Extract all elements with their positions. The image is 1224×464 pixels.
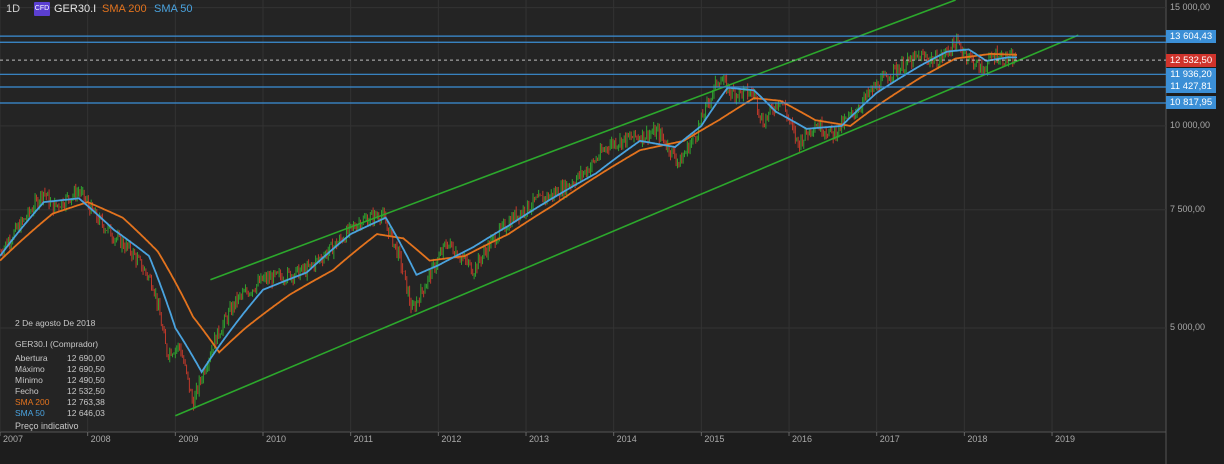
symbol-label[interactable]: GER30.I <box>54 3 97 15</box>
ohlc-info-panel: 2 De agosto De 2018 GER30.I (Comprador) … <box>15 318 125 419</box>
level-price-label[interactable]: 11 936,20 <box>1166 67 1216 81</box>
x-tick-label: 2009 <box>178 434 199 444</box>
x-tick-label: 2007 <box>3 434 24 444</box>
x-tick-label: 2019 <box>1055 434 1076 444</box>
cfd-badge-icon: CFD <box>34 2 50 16</box>
x-tick-label: 2008 <box>90 434 111 444</box>
x-tick-label: 2013 <box>529 434 550 444</box>
current-price-label: 12 532,50 <box>1166 53 1216 67</box>
x-tick-label: 2010 <box>266 434 287 444</box>
level-price-label[interactable]: 13 322,49 <box>1166 36 1216 49</box>
level-price-label[interactable]: 11 427,81 <box>1166 80 1216 94</box>
x-axis-pane <box>0 432 1166 464</box>
indicative-price-note: Preço indicativo <box>15 421 79 431</box>
info-instrument: GER30.I (Comprador) <box>15 339 99 349</box>
x-tick-label: 2017 <box>879 434 900 444</box>
level-price-label[interactable]: 10 817,95 <box>1166 96 1216 110</box>
info-row-close: Fecho 12 532,50 <box>15 386 105 396</box>
info-row-high: Máximo 12 690,50 <box>15 364 105 374</box>
trend-channel-line <box>210 0 956 281</box>
x-tick-label: 2016 <box>792 434 813 444</box>
sma200-legend[interactable]: SMA 200 <box>102 3 147 15</box>
y-tick-label: 5 000,00 <box>1170 322 1206 332</box>
chart-header: 1D CFD GER30.I SMA 200 SMA 50 <box>0 0 1166 18</box>
info-row-sma50: SMA 50 12 646,03 <box>15 408 105 418</box>
sma50-line <box>0 48 1017 374</box>
info-row-sma200: SMA 200 12 763,38 <box>15 397 105 407</box>
x-tick-label: 2015 <box>704 434 725 444</box>
y-tick-label: 10 000,00 <box>1170 119 1211 130</box>
y-tick-label: 7 500,00 <box>1170 203 1206 214</box>
trend-channel-line <box>175 34 1079 417</box>
x-tick-label: 2011 <box>353 434 374 444</box>
timeframe-label[interactable]: 1D <box>6 3 21 15</box>
info-row-open: Abertura 12 690,00 <box>15 353 105 363</box>
x-tick-label: 2014 <box>616 434 637 444</box>
info-row-low: Mínimo 12 490,50 <box>15 375 105 385</box>
sma200-line <box>0 53 1017 354</box>
info-date: 2 De agosto De 2018 <box>15 318 96 328</box>
level-price-label[interactable]: 13 604,43 <box>1166 29 1216 43</box>
y-tick-label: 15 000,00 <box>1170 1 1211 12</box>
sma50-legend[interactable]: SMA 50 <box>154 3 193 15</box>
x-tick-label: 2012 <box>441 434 462 444</box>
x-tick-label: 2018 <box>967 434 988 444</box>
